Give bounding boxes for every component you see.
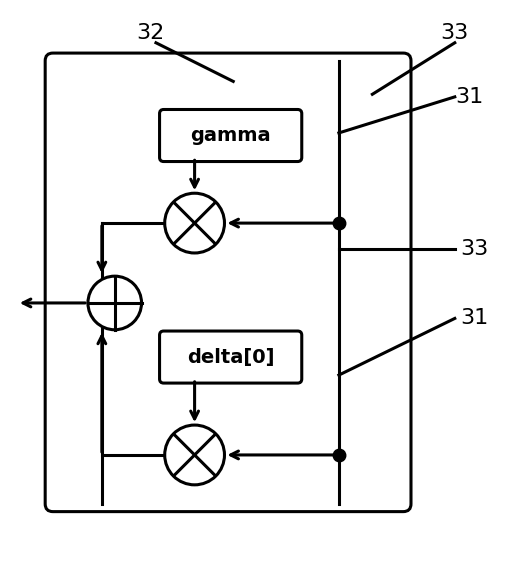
FancyBboxPatch shape: [160, 109, 302, 162]
Circle shape: [165, 425, 224, 485]
Text: delta[0]: delta[0]: [187, 347, 275, 366]
Text: 32: 32: [137, 23, 165, 43]
Text: 33: 33: [460, 239, 488, 259]
FancyBboxPatch shape: [45, 53, 411, 512]
Circle shape: [88, 276, 141, 329]
Text: gamma: gamma: [190, 126, 271, 145]
Text: 31: 31: [455, 87, 483, 107]
Circle shape: [165, 193, 224, 253]
FancyBboxPatch shape: [160, 331, 302, 383]
Text: 31: 31: [460, 308, 488, 328]
Text: 33: 33: [441, 23, 469, 43]
